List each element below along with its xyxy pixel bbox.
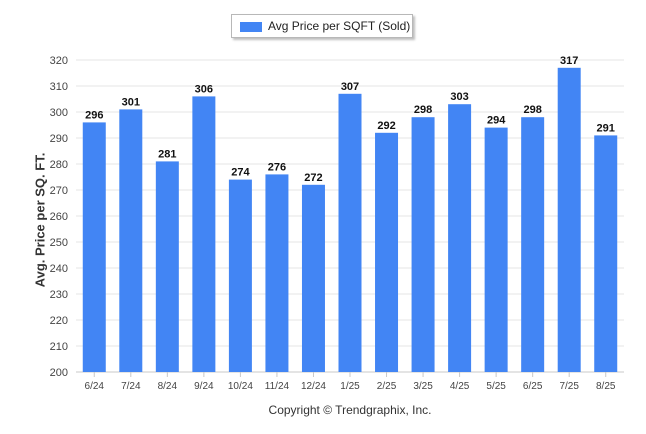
x-tick-label: 2/25: [377, 381, 397, 392]
data-label: 307: [341, 81, 359, 93]
bar: [484, 127, 508, 372]
data-label: 276: [268, 161, 286, 173]
x-tick-label: 3/25: [413, 381, 433, 392]
bar: [375, 132, 399, 372]
y-tick-label: 260: [50, 211, 68, 223]
data-labels: 296 301 281 306 274 276 272 307 292 298 303 294 298 3…: [85, 55, 615, 184]
y-tick-label: 320: [50, 55, 68, 67]
x-tick-label: 4/25: [450, 381, 470, 392]
bar: [594, 135, 618, 372]
data-label: 291: [597, 122, 615, 134]
legend-label: Avg Price per SQFT (Sold): [268, 19, 411, 33]
y-axis-title: Avg. Price per SQ. FT.: [32, 152, 48, 288]
y-tick-label: 270: [50, 185, 68, 197]
bar: [119, 109, 143, 373]
data-label: 298: [414, 104, 432, 116]
x-tick-label: 8/24: [158, 381, 178, 392]
x-tick-label: 11/24: [265, 381, 290, 392]
bar: [411, 117, 435, 372]
data-label: 274: [231, 167, 250, 179]
y-axis-ticks: 200 210 220 230 240 250 260 270 280 290 300 310 320: [50, 55, 68, 379]
y-tick-label: 310: [50, 81, 68, 93]
data-label: 317: [560, 55, 578, 67]
x-axis-ticks: 6/24 7/24 8/24 9/24 10/24 11/24 12/24 1/25 2/25 3…: [85, 372, 616, 392]
bar: [82, 122, 106, 373]
x-tick-label: 10/24: [228, 381, 253, 392]
bar: [557, 67, 581, 373]
y-tick-label: 220: [50, 315, 68, 327]
copyright-text: Copyright © Trendgraphix, Inc.: [268, 403, 432, 417]
bar: [192, 96, 216, 373]
bars: [82, 67, 618, 373]
bar: [448, 104, 472, 372]
y-tick-label: 250: [50, 237, 68, 249]
bar: [301, 184, 325, 372]
y-tick-label: 240: [50, 263, 68, 275]
x-tick-label: 12/24: [301, 381, 326, 392]
y-tick-label: 290: [50, 133, 68, 145]
data-label: 301: [122, 96, 140, 108]
legend[interactable]: Avg Price per SQFT (Sold): [231, 14, 413, 38]
data-label: 296: [85, 109, 103, 121]
y-tick-label: 210: [50, 341, 68, 353]
data-label: 281: [158, 148, 176, 160]
x-tick-label: 7/25: [559, 381, 579, 392]
x-tick-label: 5/25: [486, 381, 506, 392]
data-label: 303: [450, 91, 468, 103]
x-tick-label: 1/25: [340, 381, 360, 392]
bar: [338, 93, 362, 373]
bar: [521, 117, 545, 372]
bar: [228, 179, 252, 372]
data-label: 272: [304, 172, 322, 184]
y-tick-label: 200: [50, 367, 68, 379]
bar: [155, 161, 179, 372]
x-tick-label: 9/24: [194, 381, 214, 392]
x-tick-label: 6/25: [523, 381, 543, 392]
y-tick-label: 230: [50, 289, 68, 301]
x-tick-label: 8/25: [596, 381, 616, 392]
bar: [265, 174, 289, 372]
data-label: 306: [195, 83, 213, 95]
x-tick-label: 7/24: [121, 381, 141, 392]
data-label: 294: [487, 115, 506, 127]
legend-swatch: [240, 22, 262, 32]
x-tick-label: 6/24: [85, 381, 105, 392]
y-tick-label: 280: [50, 159, 68, 171]
y-tick-label: 300: [50, 107, 68, 119]
data-label: 298: [523, 104, 541, 116]
data-label: 292: [377, 120, 395, 132]
